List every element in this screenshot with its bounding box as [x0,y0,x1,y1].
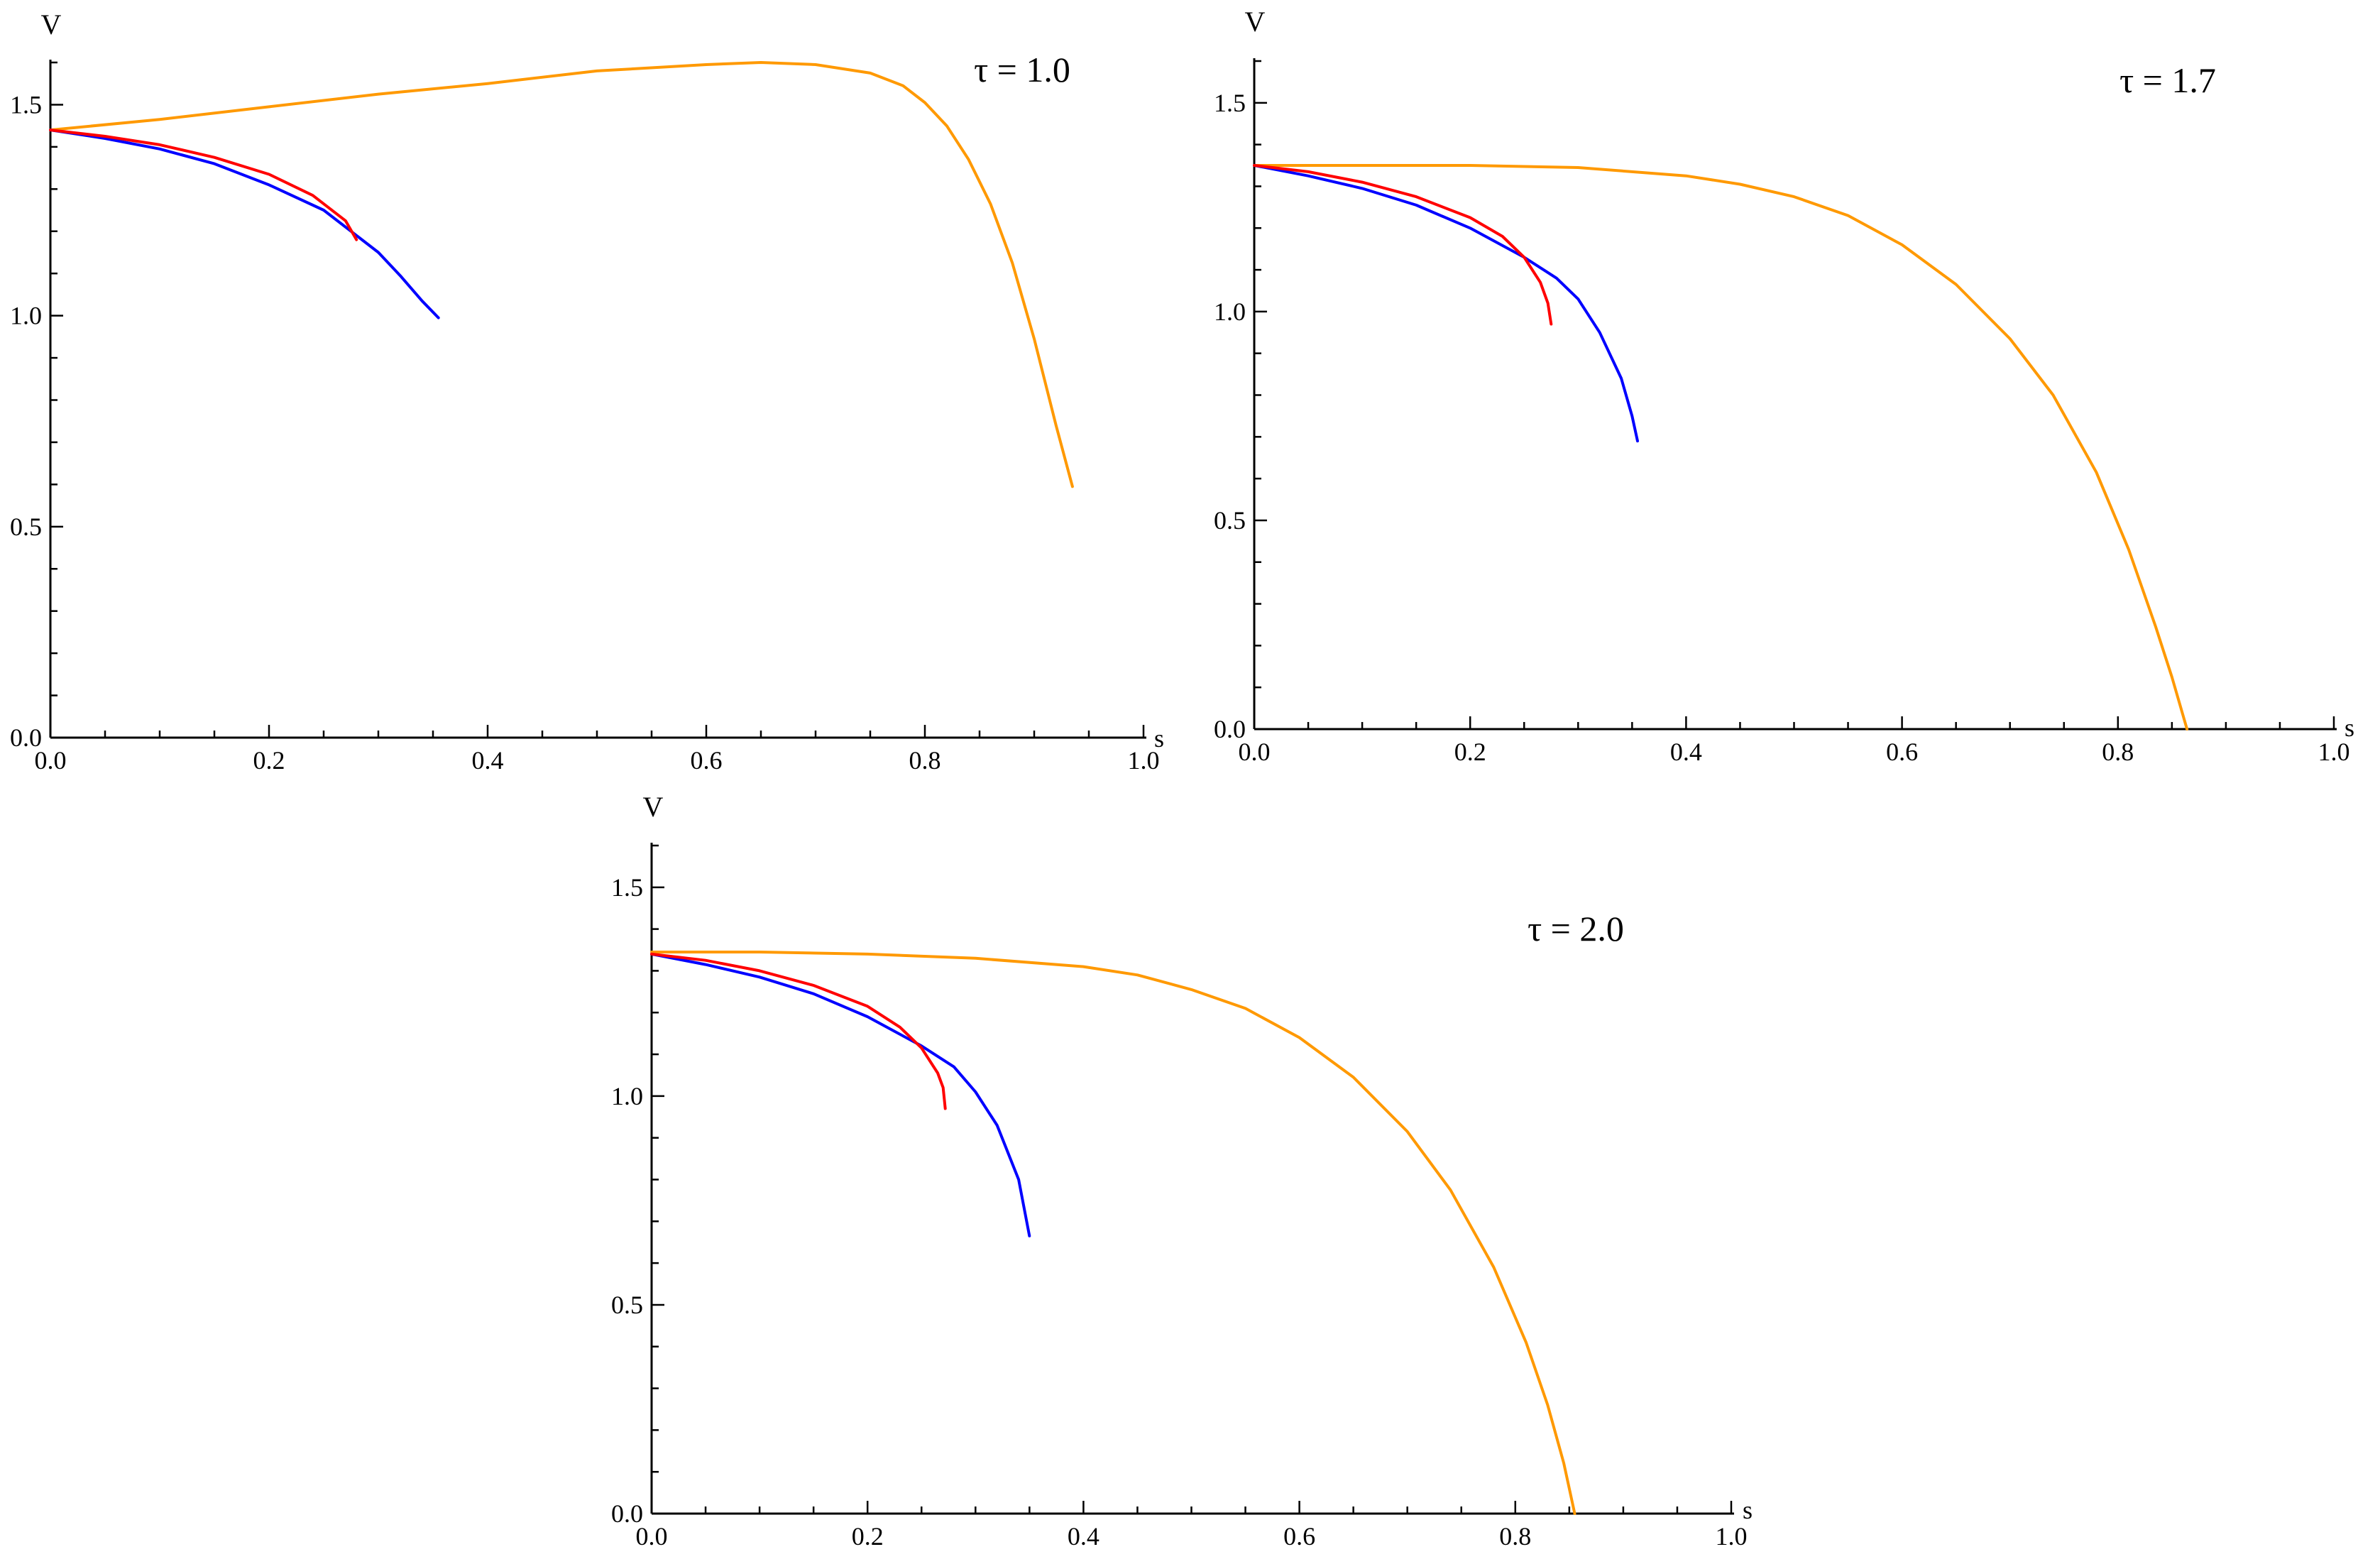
x-tick-label: 0.0 [1239,738,1271,766]
y-tick-label: 1.0 [611,1082,643,1110]
x-tick-label: 0.8 [1499,1522,1531,1551]
x-tick-label: 1.0 [1716,1522,1748,1551]
y-tick-label: 0.0 [611,1499,643,1528]
red-curve [1253,164,1553,326]
y-tick-label: 1.5 [10,90,42,119]
blue-curve [1253,164,1639,443]
x-axis-label: s [2345,713,2354,742]
x-tick-label: 0.4 [472,746,504,775]
y-tick-label: 1.5 [1214,89,1246,117]
tau-annotation: τ = 1.0 [974,50,1070,89]
chart-panel-tau-2-0: 0.0 0.2 0.4 0.6 0.8 1.0 0.0 0.5 1.0 1.5 s Vτ = 2.0 [611,791,1753,1551]
x-tick-label: 1.0 [1128,746,1160,775]
x-axis-label: s [1743,1496,1753,1524]
x-tick-label: 0.4 [1068,1522,1099,1551]
x-tick-label: 0.8 [2102,738,2134,766]
x-tick-label: 0.0 [636,1522,668,1551]
y-axis-label: V [41,9,62,40]
y-tick-label: 1.5 [611,873,643,902]
x-tick-label: 0.2 [1454,738,1486,766]
x-axis-label: s [1154,724,1164,753]
blue-curve [650,952,1031,1237]
x-tick-label: 0.6 [691,746,723,775]
y-axis-label: V [643,791,664,823]
blue-curve [49,128,440,319]
orange-curve [1253,164,2189,731]
tau-annotation: τ = 2.0 [1528,909,1624,948]
x-tick-label: 0.2 [253,746,285,775]
y-tick-label: 0.5 [611,1291,643,1319]
chart-panel-tau-1-7: 0.0 0.2 0.4 0.6 0.8 1.0 0.0 0.5 1.0 1.5 s Vτ = 1.7 [1214,6,2354,766]
x-tick-label: 1.0 [2318,738,2350,766]
y-tick-label: 1.0 [10,302,42,330]
x-tick-label: 0.6 [1283,1522,1315,1551]
red-curve [650,952,947,1110]
x-tick-label: 0.4 [1670,738,1702,766]
y-tick-label: 0.5 [1214,506,1246,535]
orange-curve [650,951,1576,1515]
y-tick-label: 0.0 [10,723,42,752]
tau-annotation: τ = 1.7 [2119,60,2216,100]
x-tick-label: 0.8 [909,746,941,775]
x-tick-label: 0.6 [1886,738,1918,766]
chart-panel-tau-1-0: 0.0 0.2 0.4 0.6 0.8 1.0 0.0 0.5 1.0 1.5 s Vτ = 1.0 [10,9,1164,775]
y-axis-label: V [1245,6,1266,38]
red-curve [49,128,358,241]
y-tick-label: 0.5 [10,513,42,541]
orange-curve [49,61,1074,488]
x-tick-label: 0.2 [852,1522,884,1551]
y-tick-label: 0.0 [1214,715,1246,743]
y-tick-label: 1.0 [1214,297,1246,326]
x-tick-label: 0.0 [35,746,67,775]
